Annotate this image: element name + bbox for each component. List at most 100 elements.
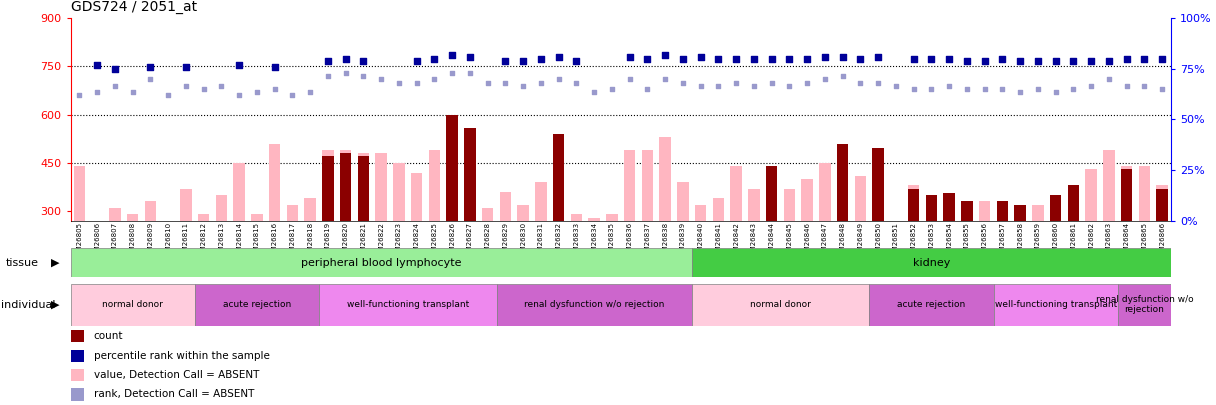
Point <box>709 83 728 89</box>
Point <box>1153 55 1172 62</box>
Text: well-functioning transplant: well-functioning transplant <box>995 300 1116 309</box>
Bar <box>997 201 1008 221</box>
Point <box>726 55 745 62</box>
Bar <box>997 201 1008 221</box>
Text: renal dysfunction w/o
rejection: renal dysfunction w/o rejection <box>1096 295 1193 314</box>
Bar <box>677 182 688 221</box>
Bar <box>1014 205 1026 221</box>
Point <box>460 70 479 76</box>
Bar <box>109 208 120 221</box>
Bar <box>908 185 919 221</box>
Point <box>709 55 728 62</box>
Point <box>1010 58 1030 64</box>
Point <box>319 58 338 64</box>
Bar <box>393 163 405 221</box>
Bar <box>358 156 370 221</box>
Point <box>691 83 710 89</box>
Point <box>1081 83 1100 89</box>
Point <box>265 86 285 92</box>
Bar <box>659 137 671 221</box>
Point <box>354 73 373 79</box>
Point <box>141 76 161 83</box>
Bar <box>1049 195 1062 221</box>
Point <box>513 58 533 64</box>
Bar <box>979 201 990 221</box>
Bar <box>801 179 814 221</box>
Point <box>851 79 871 86</box>
Text: value, Detection Call = ABSENT: value, Detection Call = ABSENT <box>94 370 259 380</box>
Bar <box>692 248 1171 277</box>
Point <box>851 55 871 62</box>
Point <box>655 76 675 83</box>
Text: well-functioning transplant: well-functioning transplant <box>347 300 469 309</box>
Bar <box>74 166 85 221</box>
Text: kidney: kidney <box>913 258 950 268</box>
Bar <box>820 163 831 221</box>
Bar <box>748 189 760 221</box>
Bar <box>606 214 618 221</box>
Point <box>336 70 355 76</box>
Point <box>319 73 338 79</box>
Bar <box>233 163 244 221</box>
Bar <box>482 208 494 221</box>
Bar <box>500 192 511 221</box>
Bar <box>869 284 993 326</box>
Bar <box>1156 185 1167 221</box>
Bar <box>465 128 475 221</box>
Point <box>354 58 373 64</box>
Bar <box>517 205 529 221</box>
Point <box>531 79 551 86</box>
Point <box>691 53 710 60</box>
Bar <box>908 189 919 221</box>
Point <box>1135 83 1154 89</box>
Point <box>424 55 444 62</box>
Point <box>957 58 976 64</box>
Bar <box>1103 150 1115 221</box>
Point <box>815 53 834 60</box>
Bar <box>783 189 795 221</box>
Point <box>903 55 923 62</box>
Point <box>975 86 995 92</box>
Bar <box>837 144 849 221</box>
Bar <box>1118 284 1171 326</box>
Bar <box>944 194 955 221</box>
Point <box>1135 55 1154 62</box>
Bar <box>340 150 351 221</box>
Point <box>282 92 302 98</box>
Point <box>815 76 834 83</box>
Point <box>336 55 355 62</box>
Point <box>903 86 923 92</box>
Bar <box>1156 189 1167 221</box>
Bar <box>855 176 866 221</box>
Point <box>868 53 888 60</box>
Point <box>548 53 568 60</box>
Point <box>1099 76 1119 83</box>
Bar <box>1068 185 1079 221</box>
Point <box>193 86 213 92</box>
Bar <box>252 214 263 221</box>
Point <box>1118 83 1137 89</box>
Point <box>620 76 640 83</box>
Point <box>247 89 266 96</box>
Point <box>655 51 675 58</box>
Point <box>88 62 107 68</box>
Point <box>496 58 516 64</box>
Point <box>1081 58 1100 64</box>
Point <box>585 89 604 96</box>
Point <box>176 64 196 70</box>
Point <box>779 55 799 62</box>
Point <box>460 53 479 60</box>
Bar <box>428 150 440 221</box>
Bar <box>1032 205 1043 221</box>
Point <box>1064 58 1083 64</box>
Bar <box>535 182 547 221</box>
Text: GDS724 / 2051_at: GDS724 / 2051_at <box>71 0 197 14</box>
Bar <box>925 195 938 221</box>
Point <box>762 79 782 86</box>
Point <box>105 83 124 89</box>
Text: percentile rank within the sample: percentile rank within the sample <box>94 351 270 360</box>
Point <box>637 55 657 62</box>
Text: count: count <box>94 331 123 341</box>
Bar <box>872 148 884 221</box>
Bar <box>304 198 316 221</box>
